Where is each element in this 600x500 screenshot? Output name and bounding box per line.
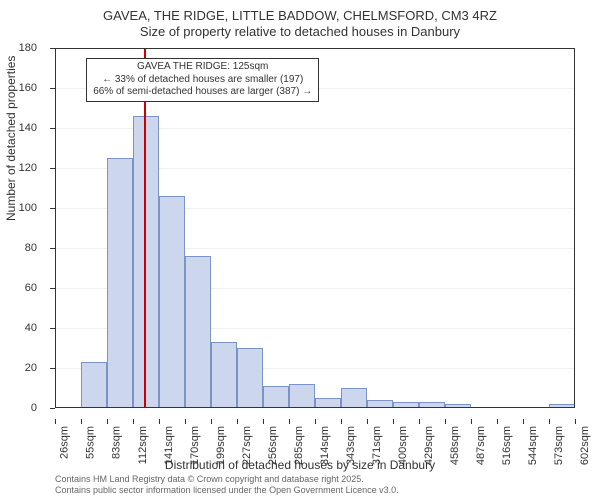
plot-border [55,48,575,408]
y-tick-label: 100 [19,202,37,214]
y-axis-label: Number of detached properties [4,56,18,221]
chart-title-2: Size of property relative to detached ho… [0,24,600,40]
chart-title-1: GAVEA, THE RIDGE, LITTLE BADDOW, CHELMSF… [0,8,600,24]
x-tick-label: 55sqm [84,426,96,459]
y-tick-label: 20 [25,362,37,374]
y-tick-label: 60 [25,282,37,294]
y-tick-label: 40 [25,322,37,334]
y-tick-label: 0 [31,402,37,414]
x-tick-label: 83sqm [110,426,122,459]
y-tick-label: 160 [19,82,37,94]
y-tick-label: 120 [19,162,37,174]
x-axis-label: Distribution of detached houses by size … [0,458,600,472]
footer-line-1: Contains HM Land Registry data © Crown c… [55,474,399,485]
y-tick-label: 180 [19,42,37,54]
chart-container: GAVEA, THE RIDGE, LITTLE BADDOW, CHELMSF… [0,0,600,500]
x-tick-label: 26sqm [58,426,70,459]
y-tick-label: 140 [19,122,37,134]
plot-area: 02040608010012014016018026sqm55sqm83sqm1… [55,48,575,408]
footer-line-2: Contains public sector information licen… [55,485,399,496]
y-tick-label: 80 [25,242,37,254]
chart-titles: GAVEA, THE RIDGE, LITTLE BADDOW, CHELMSF… [0,0,600,43]
chart-footer: Contains HM Land Registry data © Crown c… [55,474,399,496]
